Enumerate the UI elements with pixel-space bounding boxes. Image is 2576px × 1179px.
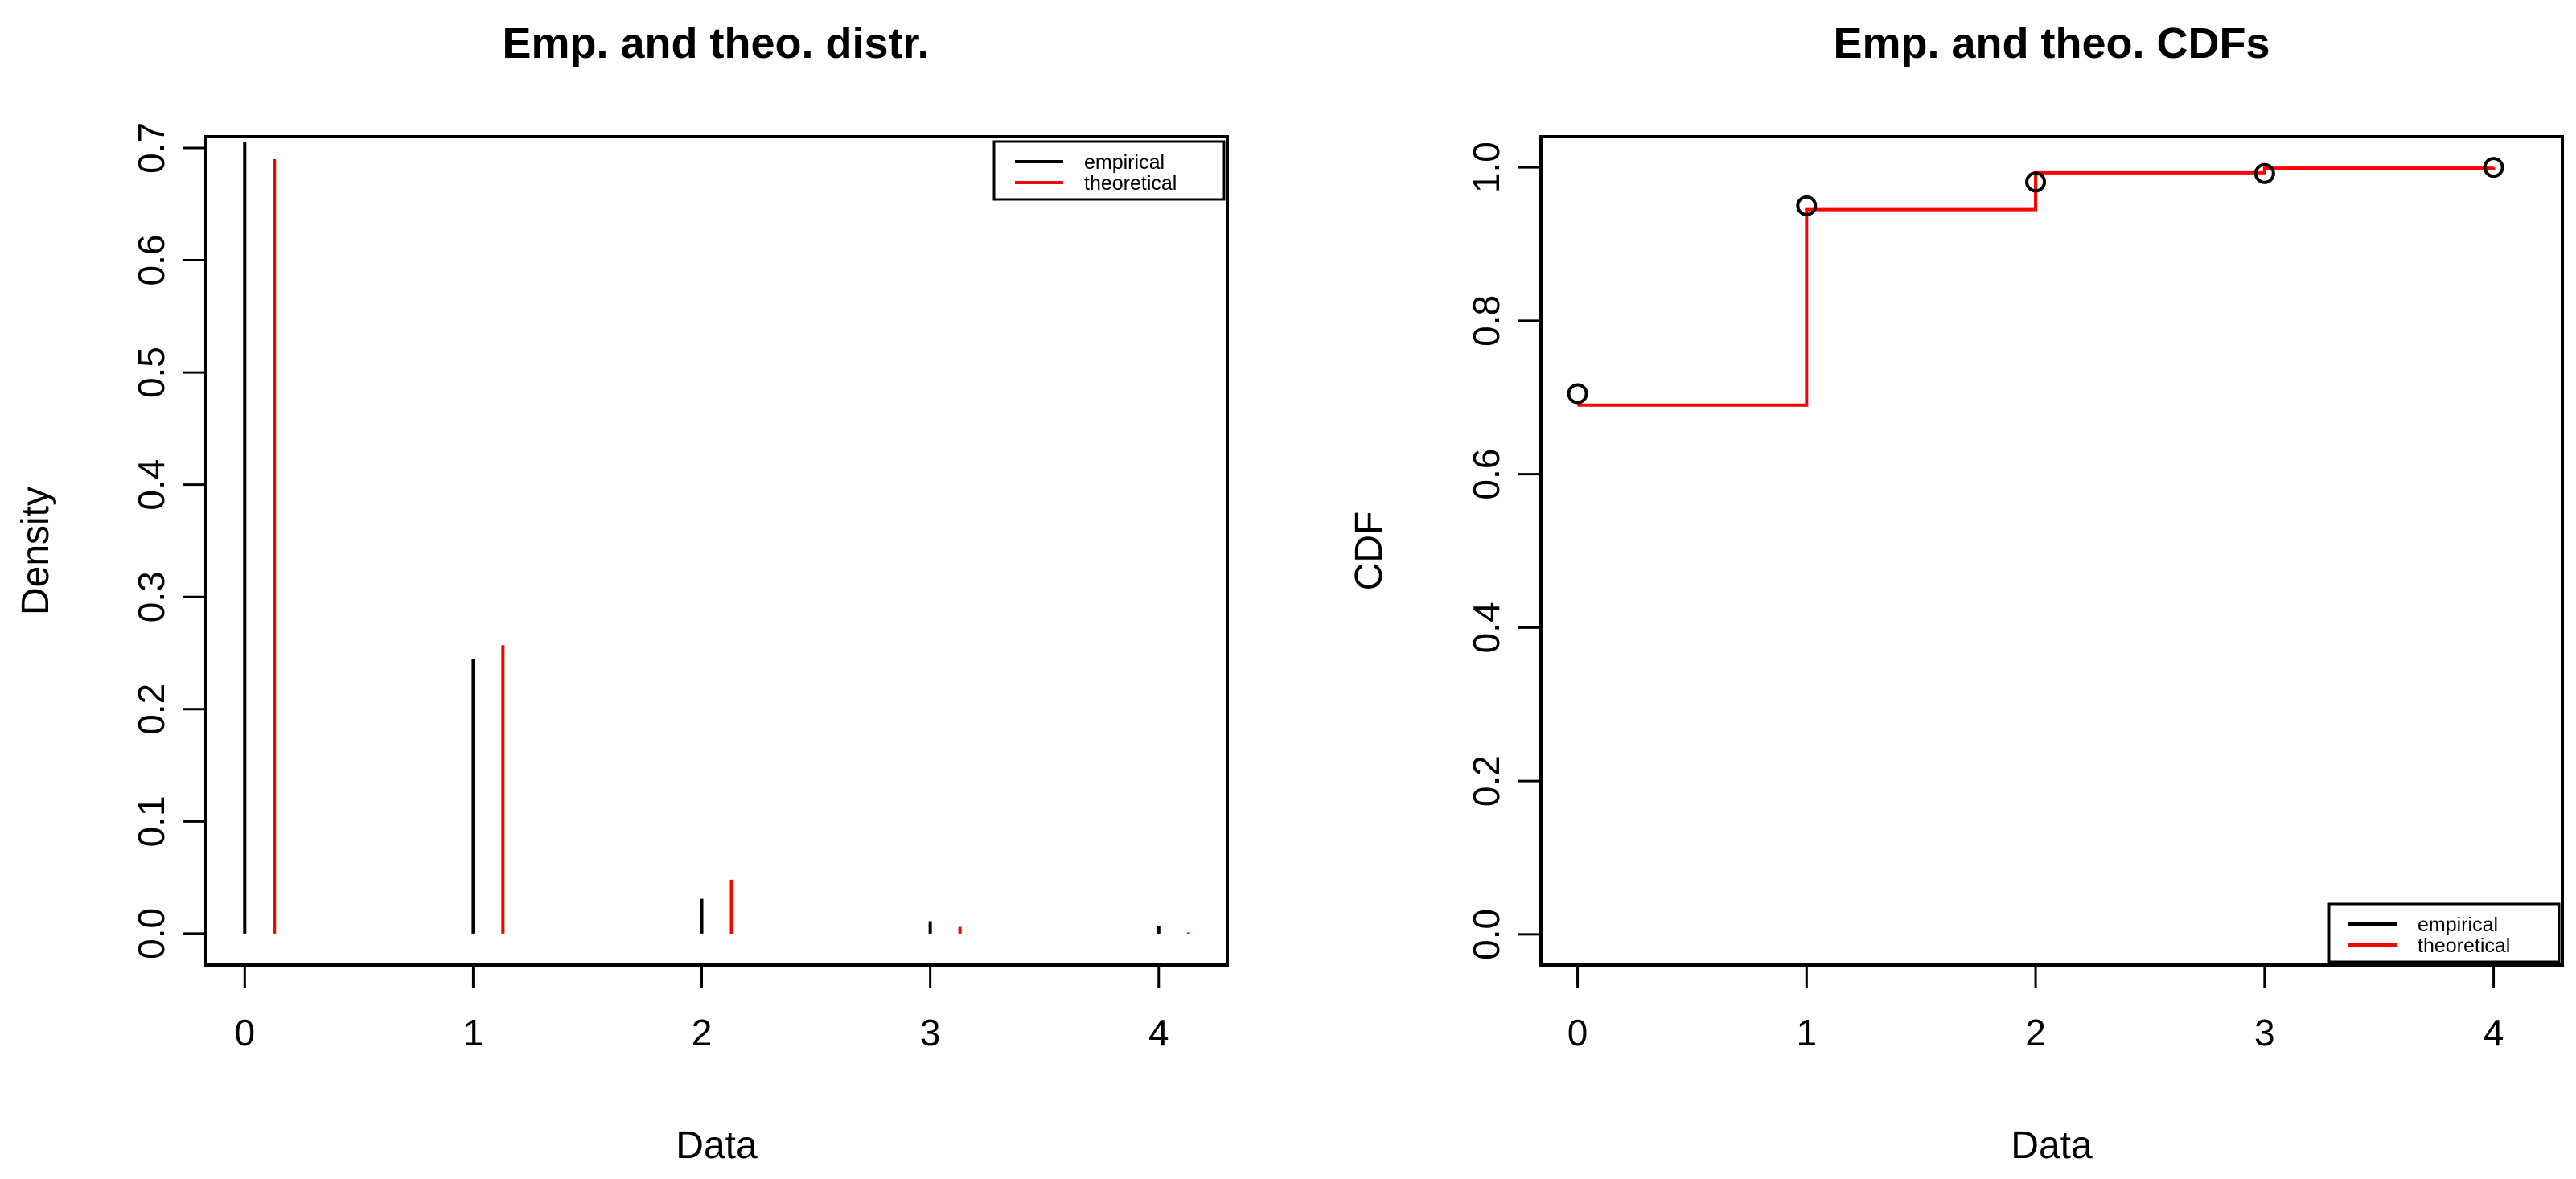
cdf-y-tick-label: 0.6 [1465, 449, 1507, 500]
cdf-legend-label-empirical: empirical [2418, 914, 2498, 936]
cdf-title: Emp. and theo. CDFs [1833, 19, 2270, 68]
cdf-x-tick-label: 4 [2484, 1012, 2504, 1054]
density-x-axis: 0 1 2 3 4 [235, 963, 1169, 1054]
cdf-legend-label-theoretical: theoretical [2418, 935, 2510, 957]
cdf-y-axis: 0.0 0.2 0.4 0.6 0.8 1.0 [1465, 142, 1543, 960]
density-y-tick-label: 0.4 [130, 459, 172, 511]
density-x-tick-label: 3 [920, 1012, 941, 1054]
density-legend-box [992, 140, 1226, 201]
cdf-legend: empirical theoretical [2327, 902, 2561, 963]
cdf-y-tick-label: 0.4 [1465, 602, 1507, 653]
density-y-axis: 0.0 0.1 0.2 0.3 0.4 0.5 0.6 0.7 [130, 122, 207, 959]
density-x-tick-label: 1 [463, 1012, 484, 1054]
cdf-y-tick-label: 0.0 [1465, 909, 1507, 960]
density-y-tick-label: 0.1 [130, 795, 172, 847]
cdf-legend-box [2327, 902, 2561, 963]
density-panel: Emp. and theo. distr. 0 1 2 3 4 0.0 0.1 0.2 0.3… [14, 19, 1229, 1167]
cdf-empirical-point [2483, 157, 2504, 179]
density-legend-label-theoretical: theoretical [1084, 172, 1177, 195]
density-title: Emp. and theo. distr. [502, 19, 929, 68]
cdf-empirical-point [1567, 383, 1588, 405]
cdf-x-tick-label: 1 [1797, 1012, 1818, 1054]
density-y-axis-label: Density [14, 487, 57, 615]
cdf-x-axis-label: Data [2011, 1124, 2093, 1167]
cdf-y-tick-label: 1.0 [1465, 142, 1507, 193]
density-legend: empirical theoretical [992, 140, 1226, 201]
cdf-y-tick-label: 0.8 [1465, 295, 1507, 347]
density-x-tick-label: 2 [692, 1012, 713, 1054]
cdf-series [1567, 157, 2504, 407]
cdf-x-tick-label: 0 [1567, 1012, 1588, 1054]
cdf-x-axis: 0 1 2 3 4 [1567, 963, 2504, 1054]
density-bars [243, 142, 1190, 934]
density-legend-label-empirical: empirical [1084, 151, 1165, 174]
cdf-y-axis-label: CDF [1348, 511, 1391, 591]
density-y-tick-label: 0.0 [130, 908, 172, 959]
cdf-y-tick-label: 0.2 [1465, 755, 1507, 807]
cdf-x-tick-label: 2 [2025, 1012, 2046, 1054]
cdf-empirical-point [2253, 162, 2275, 184]
cdf-x-tick-label: 3 [2254, 1012, 2275, 1054]
cdf-empirical-point [1796, 195, 1818, 216]
density-x-tick-label: 4 [1148, 1012, 1169, 1054]
density-x-axis-label: Data [676, 1124, 758, 1167]
cdf-empirical-point [2025, 171, 2047, 193]
density-y-tick-label: 0.6 [130, 235, 172, 286]
density-y-tick-label: 0.7 [130, 122, 172, 174]
density-y-tick-label: 0.5 [130, 347, 172, 398]
density-x-tick-label: 0 [235, 1012, 256, 1054]
density-y-tick-label: 0.3 [130, 571, 172, 622]
density-y-tick-label: 0.2 [130, 684, 172, 735]
